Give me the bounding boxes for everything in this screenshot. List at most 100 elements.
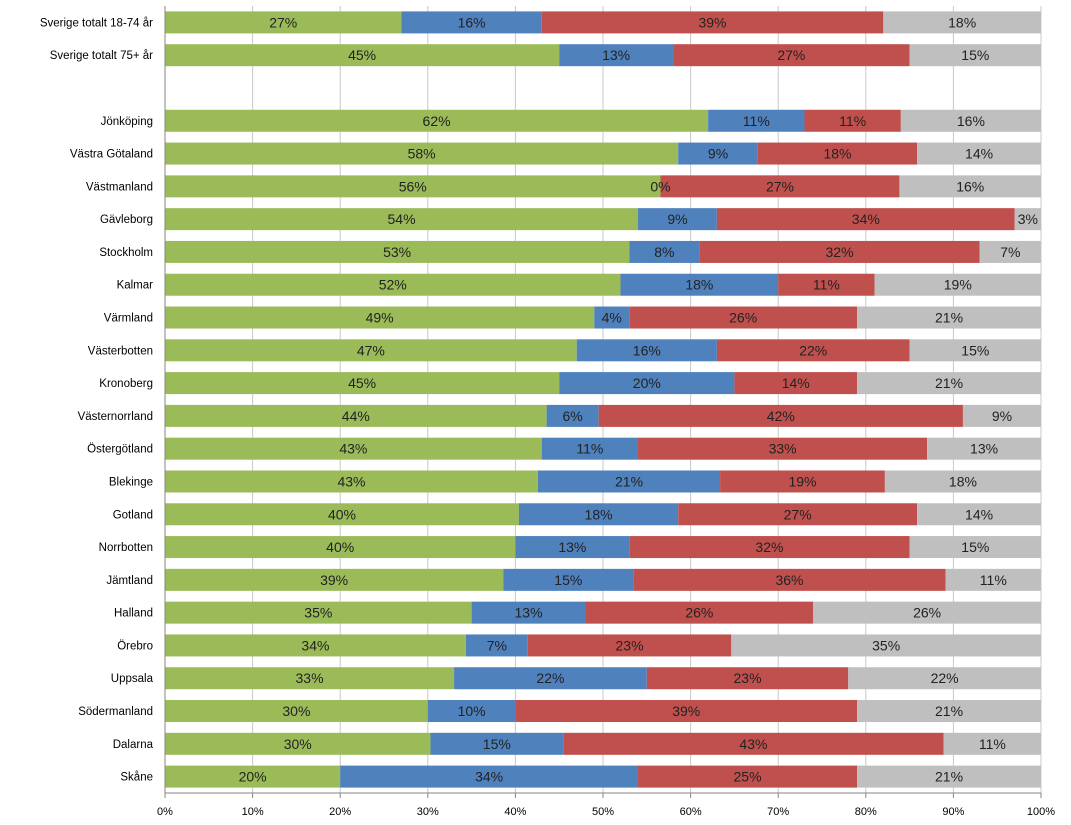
bar-segment <box>165 109 709 132</box>
data-label: 27% <box>269 14 297 30</box>
bar-segment <box>576 339 717 362</box>
data-label: 11% <box>813 277 840 293</box>
bar-segment <box>620 273 779 296</box>
data-label: 43% <box>739 736 767 752</box>
data-label: 15% <box>961 47 989 63</box>
bar-segment <box>559 372 735 395</box>
category-label: Jönköping <box>101 116 153 128</box>
data-label: 14% <box>965 506 993 522</box>
bar-segment <box>900 109 1041 132</box>
bar-segment <box>731 634 1041 657</box>
data-label: 34% <box>852 211 880 227</box>
data-label: 36% <box>775 572 803 588</box>
bar-segment <box>874 273 1041 296</box>
bar-segment <box>563 732 944 755</box>
category-label: Västmanland <box>86 181 153 193</box>
data-label: 49% <box>366 310 394 326</box>
data-label: 39% <box>672 703 700 719</box>
data-label: 33% <box>769 441 797 457</box>
bar-segment <box>629 306 858 329</box>
data-label: 54% <box>388 211 416 227</box>
axes: 0% 10% 20% 30% 40% 50% 60% 70% 80% 90% 100% Sverige… <box>40 6 1055 818</box>
category-label: Västernorrland <box>78 411 153 423</box>
bar-segment <box>165 470 538 493</box>
data-label: 35% <box>872 637 900 653</box>
data-label: 34% <box>475 769 503 785</box>
data-label: 8% <box>654 244 674 260</box>
data-label: 18% <box>823 146 851 162</box>
category-label: Sverige totalt 18-74 år <box>40 17 153 29</box>
bar-segment <box>541 11 884 34</box>
data-label: 9% <box>992 408 1012 424</box>
data-label: 21% <box>615 473 643 489</box>
x-tick-label: 100% <box>1027 806 1055 818</box>
data-label: 30% <box>282 703 310 719</box>
bar-segment <box>165 503 519 526</box>
data-label: 40% <box>328 506 356 522</box>
bar-segment <box>927 437 1041 460</box>
x-tick-label: 90% <box>942 806 964 818</box>
bar-segment <box>594 306 630 329</box>
data-label: 33% <box>296 670 324 686</box>
bar-segment <box>541 437 639 460</box>
x-tick-label: 40% <box>504 806 526 818</box>
data-label: 13% <box>558 539 586 555</box>
x-tick-label: 0% <box>157 806 173 818</box>
data-label: 40% <box>326 539 354 555</box>
bar-segment <box>165 240 630 263</box>
category-label: Uppsala <box>111 673 154 685</box>
category-label: Kronoberg <box>99 378 153 390</box>
bar-segment <box>708 109 805 132</box>
data-label: 26% <box>913 605 941 621</box>
data-label: 58% <box>408 146 436 162</box>
data-label: 27% <box>777 47 805 63</box>
bar-segment <box>165 273 621 296</box>
category-label: Dalarna <box>113 739 154 751</box>
bar-segment <box>757 142 918 165</box>
bars <box>165 11 1041 788</box>
data-label: 52% <box>379 277 407 293</box>
bar-segment <box>804 109 901 132</box>
bar-segment <box>430 732 564 755</box>
data-label: 21% <box>935 375 963 391</box>
bar-segment <box>734 372 858 395</box>
data-label: 9% <box>708 146 728 162</box>
category-label: Halland <box>114 608 153 620</box>
data-label: 56% <box>399 178 427 194</box>
bar-segment <box>678 142 758 165</box>
bar-segment <box>401 11 542 34</box>
bar-segment <box>638 765 858 788</box>
bar-segment <box>165 175 661 198</box>
data-label: 15% <box>554 572 582 588</box>
bar-segment <box>503 568 634 591</box>
bar-segment <box>945 568 1041 591</box>
bar-segment <box>720 470 885 493</box>
bar-segment <box>165 536 516 559</box>
data-label: 13% <box>602 47 630 63</box>
bar-segment <box>165 667 455 690</box>
data-label: 13% <box>970 441 998 457</box>
x-tick-label: 50% <box>592 806 614 818</box>
data-label: 23% <box>616 637 644 653</box>
bar-segment <box>465 634 528 657</box>
bar-segment <box>165 700 428 723</box>
data-label: 22% <box>931 670 959 686</box>
bar-segment <box>857 372 1041 395</box>
bar-segment <box>515 536 630 559</box>
data-label: 47% <box>357 342 385 358</box>
data-label: 0% <box>650 178 670 194</box>
bar-segment <box>857 700 1041 723</box>
data-label: 25% <box>734 769 762 785</box>
category-label: Jämtland <box>106 575 153 587</box>
bar-segment <box>629 240 700 263</box>
bar-segment <box>165 339 577 362</box>
bar-segment <box>165 11 402 34</box>
data-label: 11% <box>979 736 1006 752</box>
bar-segment <box>962 404 1041 427</box>
bar-segment <box>909 339 1041 362</box>
bar-segment <box>165 437 542 460</box>
data-label: 30% <box>284 736 312 752</box>
bar-segment <box>638 437 928 460</box>
data-label: 18% <box>949 473 977 489</box>
category-label: Kalmar <box>117 280 154 292</box>
